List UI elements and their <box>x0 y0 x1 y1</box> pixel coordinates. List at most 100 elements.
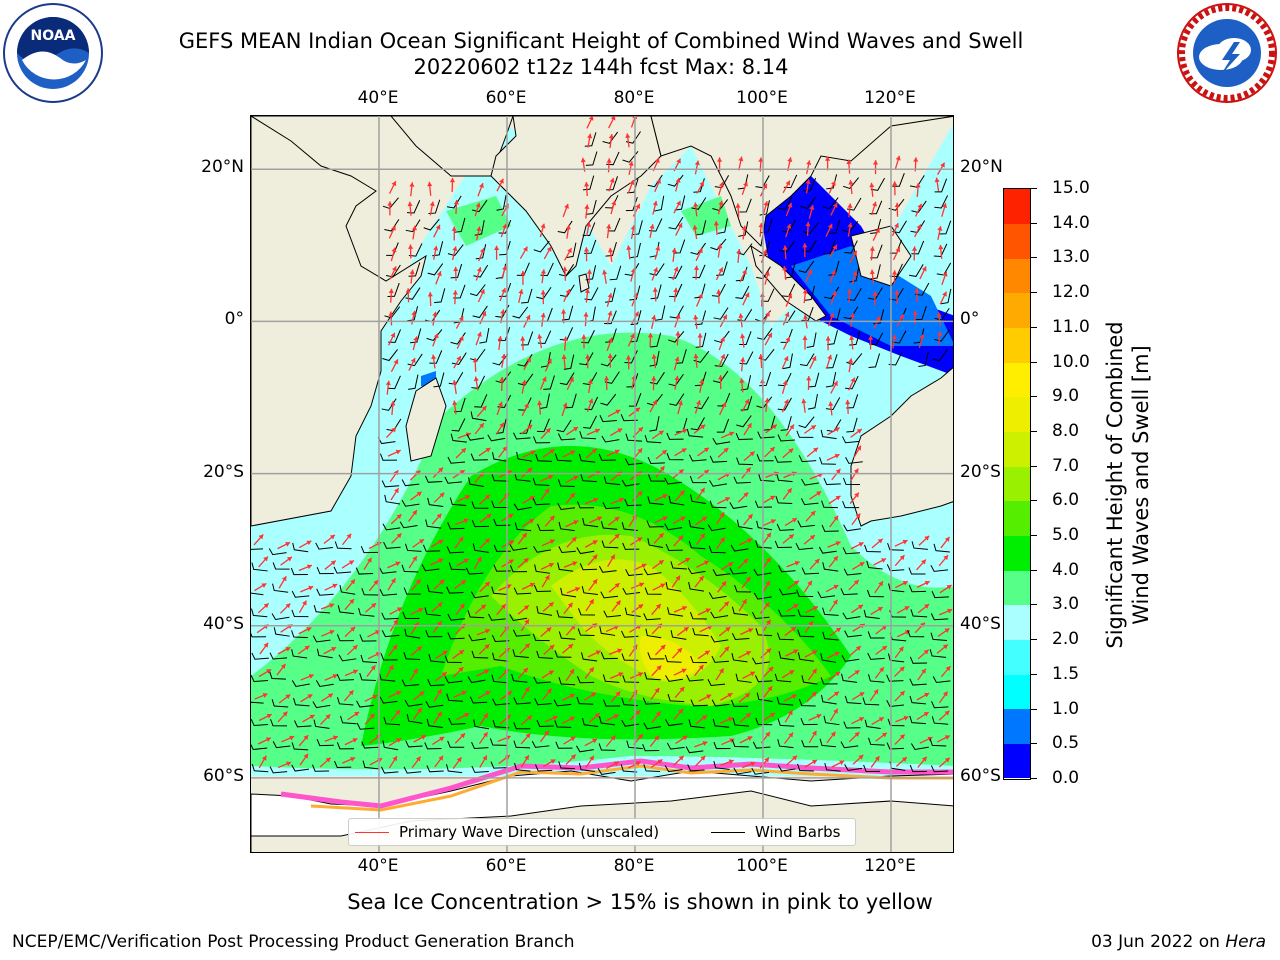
wave-direction-arrowhead <box>618 672 624 677</box>
wave-direction-arrowhead <box>660 644 666 650</box>
wave-direction-arrowhead <box>678 708 683 714</box>
colorbar-tick-label: 14.0 <box>1052 212 1090 233</box>
wind-barb <box>605 287 616 303</box>
wind-barb <box>578 762 596 772</box>
wind-barb <box>251 562 268 572</box>
wave-direction-arrowhead <box>484 669 490 675</box>
wave-direction-arrowhead <box>719 668 724 674</box>
wave-direction-arrowhead <box>526 357 531 363</box>
wind-barb <box>644 434 662 444</box>
wave-direction-arrowhead <box>718 182 724 187</box>
wave-direction-arrowhead <box>452 290 458 295</box>
wind-barb <box>488 613 506 621</box>
wave-direction-arrowhead <box>629 180 635 185</box>
wave-direction-arrowhead <box>654 735 659 741</box>
wind-barb <box>909 764 927 773</box>
wind-barb <box>584 132 597 147</box>
wind-barb <box>709 500 727 509</box>
wave-direction-arrowhead <box>859 562 865 567</box>
wave-direction-arrowhead <box>350 626 356 632</box>
wave-direction-arrowhead <box>693 265 700 271</box>
wind-barb <box>822 607 839 616</box>
wave-direction-arrowhead <box>764 271 770 276</box>
wave-direction-arrowhead <box>473 376 479 382</box>
wave-direction-arrowhead <box>548 474 554 480</box>
wave-direction-arrowhead <box>592 540 598 545</box>
wind-barb <box>821 524 839 532</box>
wave-direction-arrowhead <box>449 177 456 183</box>
wind-barb <box>664 654 682 663</box>
wave-direction-arrowhead <box>904 606 910 611</box>
wave-direction-arrowhead <box>834 651 840 657</box>
wave-direction-arrowhead <box>942 291 947 297</box>
wave-direction-arrowhead <box>476 557 482 563</box>
wave-direction-arrowhead <box>802 243 808 248</box>
wave-direction-arrowhead <box>763 201 769 207</box>
wave-direction-arrowhead <box>787 293 793 299</box>
wind-barb <box>629 327 642 343</box>
wind-barb <box>407 306 419 322</box>
wave-direction-arrowhead <box>304 645 310 651</box>
wave-direction-arrowhead <box>619 497 624 503</box>
wind-barb <box>776 632 794 641</box>
wave-direction-arrowhead <box>639 582 645 588</box>
wave-direction-arrowhead <box>352 645 358 651</box>
colorbar-title: Significant Height of Combined Wind Wave… <box>1103 321 1153 649</box>
wind-barb <box>380 766 399 774</box>
wind-barb <box>316 588 334 596</box>
wind-barb <box>434 288 446 304</box>
wave-direction-arrowhead <box>919 334 925 340</box>
wave-direction-arrowhead <box>725 627 731 632</box>
wave-direction-arrowhead <box>875 316 881 322</box>
wind-barb <box>777 764 796 772</box>
wind-barb <box>251 608 268 618</box>
wind-barb <box>626 373 639 388</box>
colorbar-segment <box>1004 223 1030 259</box>
wind-barb <box>513 587 532 595</box>
wave-direction-arrowhead <box>460 580 466 585</box>
lat-tick-label-left: 60°S <box>203 765 244 786</box>
wave-direction-arrowhead <box>427 181 433 187</box>
wind-barb <box>516 451 532 462</box>
wind-barb <box>825 397 841 411</box>
wind-barb <box>759 240 770 257</box>
wave-direction-arrowhead <box>946 585 952 590</box>
wave-direction-arrowhead <box>859 717 865 722</box>
wind-barb <box>513 697 531 705</box>
wind-barb <box>668 495 685 506</box>
wind-barb <box>557 479 575 488</box>
wind-barb <box>624 498 642 507</box>
wind-barb <box>629 285 641 301</box>
wave-direction-arrowhead <box>458 335 464 341</box>
wave-direction-arrowhead <box>834 453 840 459</box>
wave-direction-arrowhead <box>765 580 770 586</box>
wind-barb <box>643 613 661 621</box>
wave-direction-arrowhead <box>671 247 677 253</box>
wind-barb <box>291 590 310 598</box>
wave-direction-arrowhead <box>307 694 313 699</box>
wave-direction-arrowhead <box>675 177 681 183</box>
noaa-wordmark: NOAA <box>31 28 76 44</box>
wave-direction-arrowhead <box>729 738 735 744</box>
wave-direction-arrowhead <box>783 399 789 405</box>
wave-direction-arrowhead <box>747 538 753 544</box>
wind-barb <box>712 437 731 445</box>
wind-barb <box>648 474 665 482</box>
wind-barb <box>606 176 618 191</box>
wind-barb <box>755 540 772 549</box>
wind-barb <box>778 196 793 210</box>
wind-barb <box>399 521 418 529</box>
wave-direction-arrowhead <box>614 516 620 522</box>
wave-direction-arrowhead <box>878 717 884 722</box>
wind-barb <box>382 349 398 362</box>
wind-barb <box>384 494 401 505</box>
wave-direction-arrowhead <box>942 271 948 277</box>
wave-direction-arrowhead <box>894 202 900 208</box>
wind-barb <box>733 476 751 484</box>
wind-barb <box>536 605 553 616</box>
wind-barb <box>582 222 596 236</box>
wave-direction-arrowhead <box>874 756 880 762</box>
wave-direction-arrowhead <box>603 376 610 381</box>
wave-direction-arrowhead <box>816 713 822 719</box>
wave-direction-arrowhead <box>942 691 948 697</box>
